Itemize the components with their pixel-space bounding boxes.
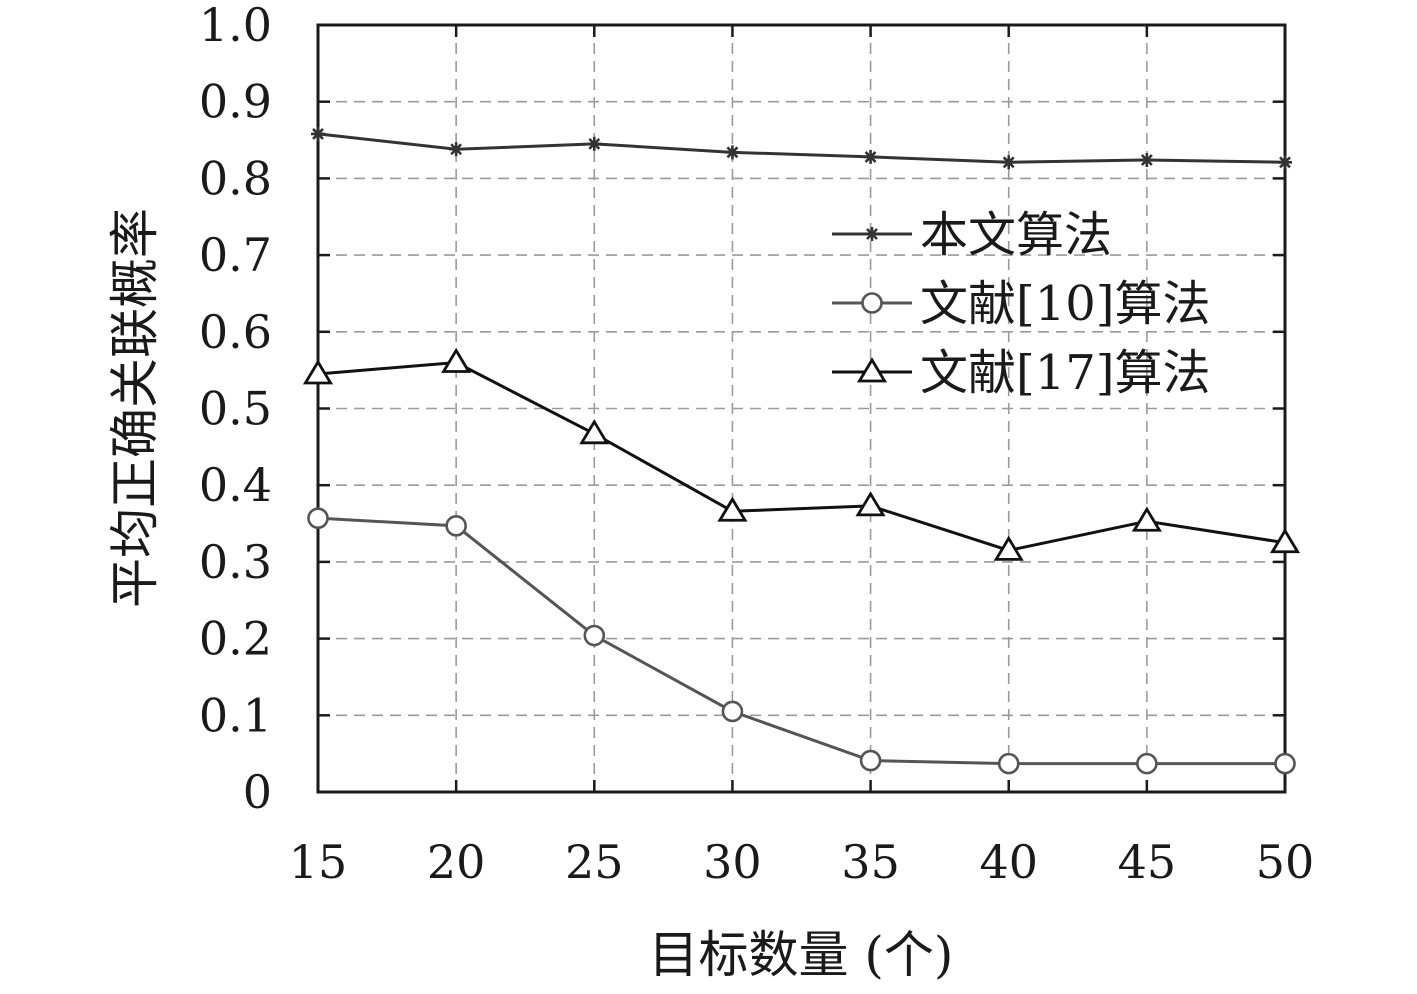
series-line: [317, 132, 1286, 164]
y-tick-label: 0.6: [199, 305, 272, 359]
star-marker: [1278, 155, 1292, 170]
circle-marker: [1274, 752, 1296, 775]
y-tick-label: 0.5: [199, 382, 272, 436]
y-tick-label: 0.3: [199, 535, 272, 589]
y-axis-label: 平均正确关联概率: [106, 208, 164, 608]
triangle-marker: [1269, 528, 1301, 554]
circle-marker: [861, 292, 883, 314]
circle-marker: [997, 752, 1020, 775]
x-tick-label: 25: [565, 835, 624, 889]
series-line: [317, 516, 1285, 766]
legend-item: 文献[10]算法: [832, 276, 1211, 332]
legend-label: 本文算法: [920, 207, 1112, 263]
x-tick-label: 20: [427, 835, 486, 889]
series-circle: [307, 507, 1296, 775]
legend-label: 文献[10]算法: [920, 276, 1211, 332]
triangle-marker: [993, 535, 1024, 561]
y-tick-label: 0: [243, 765, 272, 819]
y-tick-label: 0.2: [199, 612, 272, 666]
star-marker: [311, 126, 325, 141]
star-marker: [449, 142, 464, 157]
y-tick-label: 0.1: [199, 688, 272, 742]
series-triangle: [302, 347, 1301, 561]
legend-item: 本文算法: [832, 207, 1112, 263]
circle-marker: [307, 507, 329, 529]
circle-marker: [445, 515, 467, 537]
triangle-marker: [856, 357, 888, 383]
triangle-marker: [1131, 506, 1162, 532]
y-tick-label: 0.9: [199, 75, 272, 129]
circle-marker: [859, 749, 882, 772]
x-tick-labels: 15 20 25 30 35 40 45 50: [289, 835, 1315, 889]
star-marker: [1001, 155, 1016, 170]
legend-label: 文献[17]算法: [920, 345, 1211, 401]
triangle-marker: [579, 419, 610, 445]
y-tick-label: 0.7: [199, 228, 272, 282]
grid-lines: [318, 25, 1285, 792]
triangle-marker: [717, 496, 748, 522]
triangle-marker: [441, 347, 472, 373]
circle-marker: [721, 700, 744, 723]
star-marker: [725, 145, 740, 160]
circle-marker: [1136, 752, 1158, 775]
y-tick-label: 0.8: [199, 151, 272, 205]
legend-item: 文献[17]算法: [832, 345, 1211, 401]
x-tick-label: 50: [1256, 835, 1315, 889]
triangle-marker: [855, 491, 886, 517]
circle-marker: [583, 624, 606, 647]
x-tick-label: 45: [1118, 835, 1177, 889]
star-marker: [863, 149, 878, 164]
star-marker: [865, 227, 879, 241]
triangle-marker: [302, 359, 334, 385]
y-tick-label: 0.4: [199, 458, 272, 512]
x-tick-label: 30: [703, 835, 762, 889]
x-tick-label: 40: [979, 835, 1038, 889]
star-marker: [1139, 152, 1154, 167]
series-star: [311, 126, 1292, 170]
data-series: [302, 126, 1301, 775]
axis-ticks: [316, 23, 1287, 794]
x-axis-label: 目标数量 (个): [649, 926, 954, 984]
x-tick-label: 15: [289, 835, 348, 889]
series-line: [317, 360, 1286, 552]
x-tick-label: 35: [841, 835, 900, 889]
y-tick-label: 1.0: [199, 0, 272, 52]
star-marker: [587, 136, 602, 151]
y-tick-labels: 0 0.1 0.2 0.3 0.4 0.5 0.6 0.7 0.8 0.9 1.0: [199, 0, 272, 819]
